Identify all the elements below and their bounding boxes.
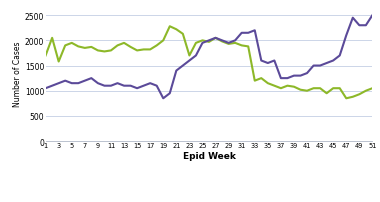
2018 <box>364 25 368 27</box>
2017 <box>370 87 375 90</box>
2017 <box>43 55 48 57</box>
2017 <box>115 45 120 47</box>
Line: 2018: 2018 <box>46 16 372 99</box>
2018 <box>141 85 146 87</box>
X-axis label: Epid Week: Epid Week <box>182 152 236 160</box>
2018 <box>161 98 166 100</box>
2018 <box>370 15 375 17</box>
Line: 2017: 2017 <box>46 27 372 99</box>
2017 <box>168 26 172 28</box>
2018 <box>148 83 152 85</box>
2017 <box>141 49 146 51</box>
2017 <box>148 49 152 51</box>
Y-axis label: Number of Cases: Number of Cases <box>13 41 22 106</box>
2018 <box>266 62 270 65</box>
2017 <box>285 85 290 87</box>
2017 <box>266 83 270 85</box>
2018 <box>285 78 290 80</box>
2018 <box>43 87 48 90</box>
2017 <box>344 98 348 100</box>
2017 <box>364 90 368 93</box>
2018 <box>115 83 120 85</box>
